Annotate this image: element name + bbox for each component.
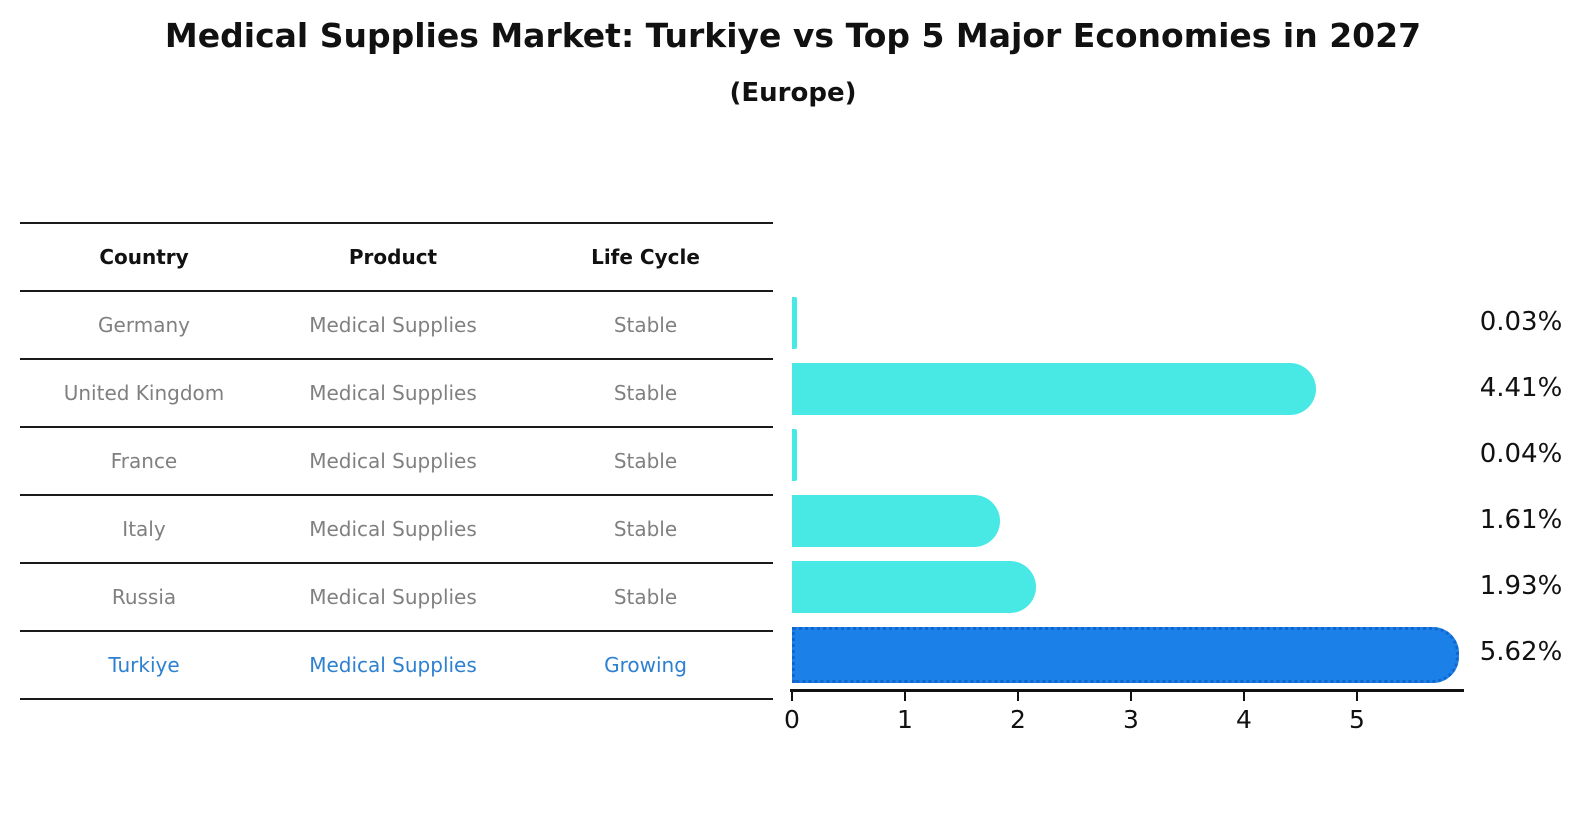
value-label: 0.04% bbox=[1479, 439, 1563, 469]
table-cell-product: Medical Supplies bbox=[309, 381, 477, 405]
value-label: 0.03% bbox=[1479, 307, 1563, 337]
x-axis-tick-label: 3 bbox=[1123, 705, 1139, 734]
table-cell-lifecycle: Growing bbox=[604, 653, 687, 677]
table-cell-country: France bbox=[110, 449, 178, 473]
bar-germany bbox=[792, 297, 797, 349]
table-cell-lifecycle: Stable bbox=[613, 449, 678, 473]
table-cell-product: Medical Supplies bbox=[309, 313, 477, 337]
country-table: Country Product Life Cycle Germany Medica… bbox=[20, 222, 773, 700]
x-axis-tick-mark bbox=[1130, 692, 1132, 701]
table-row: France Medical Supplies Stable bbox=[20, 428, 773, 496]
table-row: Italy Medical Supplies Stable bbox=[20, 496, 773, 564]
x-axis-tick-mark bbox=[1017, 692, 1019, 701]
table-cell-lifecycle: Stable bbox=[613, 313, 678, 337]
chart-subtitle: (Europe) bbox=[729, 78, 857, 108]
bar-france bbox=[792, 429, 797, 481]
table-row: Turkiye Medical Supplies Growing bbox=[20, 632, 773, 700]
x-axis-tick-label: 0 bbox=[784, 705, 800, 734]
bar-russia bbox=[792, 561, 1036, 613]
table-header-product: Product bbox=[348, 245, 438, 269]
x-axis-tick-mark bbox=[904, 692, 906, 701]
bar-turkiye bbox=[792, 627, 1459, 683]
table-header-country: Country bbox=[99, 245, 189, 269]
table-cell-product: Medical Supplies bbox=[309, 449, 477, 473]
x-axis-tick-label: 4 bbox=[1236, 705, 1252, 734]
table-cell-country: Germany bbox=[98, 313, 190, 337]
x-axis-tick-label: 1 bbox=[897, 705, 913, 734]
table-cell-country: Italy bbox=[122, 517, 166, 541]
table-row: Germany Medical Supplies Stable bbox=[20, 292, 773, 360]
x-axis-tick-label: 2 bbox=[1010, 705, 1026, 734]
value-label: 1.61% bbox=[1479, 505, 1563, 535]
table-header-row: Country Product Life Cycle bbox=[20, 222, 773, 292]
bar-italy bbox=[792, 495, 1000, 547]
table-cell-product: Medical Supplies bbox=[309, 585, 477, 609]
value-label: 1.93% bbox=[1479, 571, 1563, 601]
table-body: Germany Medical Supplies Stable United King… bbox=[20, 292, 773, 700]
x-axis-tick-mark bbox=[1243, 692, 1245, 701]
table-cell-country: United Kingdom bbox=[63, 381, 225, 405]
value-label: 4.41% bbox=[1479, 373, 1563, 403]
table-cell-country: Russia bbox=[111, 585, 177, 609]
x-axis-tick-mark bbox=[1356, 692, 1358, 701]
value-label: 5.62% bbox=[1479, 637, 1563, 667]
table-cell-lifecycle: Stable bbox=[613, 585, 678, 609]
x-axis-tick-label: 5 bbox=[1349, 705, 1365, 734]
chart-title: Medical Supplies Market: Turkiye vs Top … bbox=[164, 16, 1422, 55]
x-axis-line bbox=[790, 689, 1464, 692]
bar-united-kingdom bbox=[792, 363, 1316, 415]
table-cell-product: Medical Supplies bbox=[309, 653, 477, 677]
table-cell-lifecycle: Stable bbox=[613, 381, 678, 405]
table-cell-lifecycle: Stable bbox=[613, 517, 678, 541]
table-row: United Kingdom Medical Supplies Stable bbox=[20, 360, 773, 428]
x-axis-tick-mark bbox=[791, 692, 793, 701]
table-row: Russia Medical Supplies Stable bbox=[20, 564, 773, 632]
table-cell-product: Medical Supplies bbox=[309, 517, 477, 541]
table-header-lifecycle: Life Cycle bbox=[591, 245, 700, 269]
table-cell-country: Turkiye bbox=[108, 653, 180, 677]
